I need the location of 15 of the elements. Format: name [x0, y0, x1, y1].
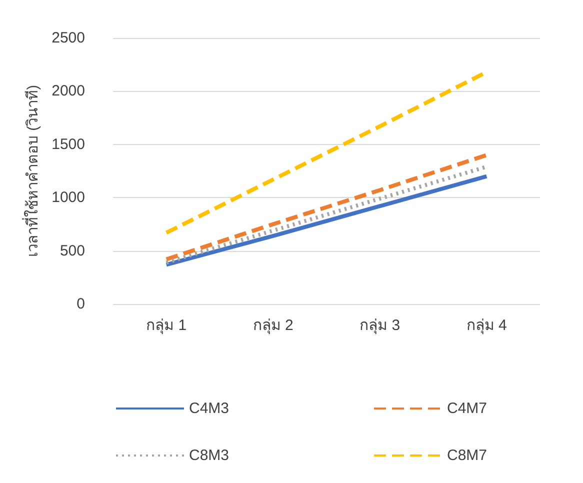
x-tick-label: กลุ่ม 1	[146, 317, 187, 335]
legend-label: C4M7	[447, 400, 488, 417]
x-tick-label: กลุ่ม 3	[360, 317, 400, 335]
legend-label: C8M7	[447, 447, 488, 464]
x-tick-label: กลุ่ม 2	[252, 317, 294, 335]
y-tick-label: 1000	[52, 189, 85, 206]
y-tick-label: 500	[60, 242, 85, 260]
y-tick-label: 0	[76, 296, 85, 312]
x-tick-label: กลุ่ม 4	[466, 317, 507, 335]
y-axis-title: เวลาที่ใช้หาคำตอบ (วินาที)	[22, 84, 42, 258]
legend-label: C8M3	[189, 447, 230, 464]
y-tick-label: 1500	[52, 136, 85, 153]
y-tick-label: 2000	[52, 82, 85, 100]
y-tick-label: 2500	[52, 30, 85, 46]
legend-label: C4M3	[189, 400, 230, 417]
